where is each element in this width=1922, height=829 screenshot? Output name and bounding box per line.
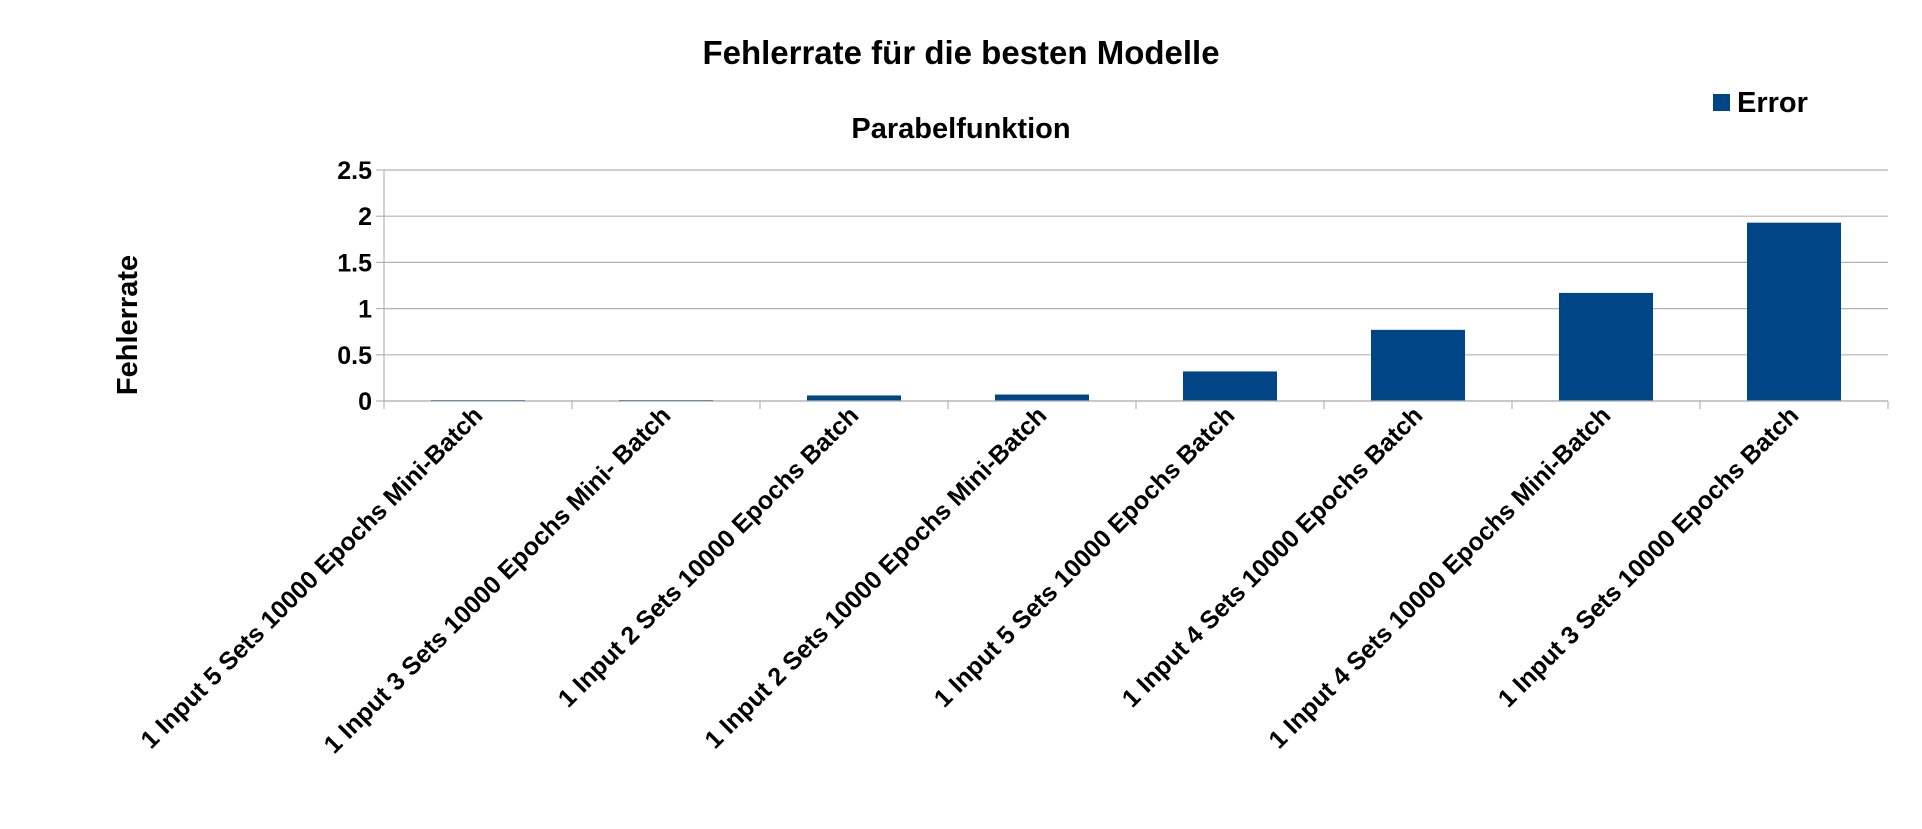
bar (1183, 371, 1277, 401)
bars (431, 222, 1841, 401)
y-axis-label: Fehlerrate (112, 255, 144, 395)
legend: Error (1713, 87, 1808, 119)
x-tick-label: 1 Input 4 Sets 10000 Epochs Mini-Batch (1263, 401, 1616, 754)
axes (383, 170, 1889, 409)
y-tick-labels: 0 0.5 1 1.5 2 2.5 (337, 157, 372, 416)
x-tick-label: 1 Input 2 Sets 10000 Epochs Mini-Batch (699, 401, 1052, 754)
y-tick-label: 1 (358, 296, 372, 324)
bar (1559, 292, 1653, 401)
x-tick-labels: 1 Input 5 Sets 10000 Epochs Mini-Batch1 … (135, 401, 1804, 759)
chart-subtitle: Parabelfunktion (851, 113, 1070, 145)
x-tick-label: 1 Input 5 Sets 10000 Epochs Batch (929, 401, 1241, 713)
y-tick-label: 0 (358, 388, 372, 416)
y-tick-label: 1.5 (337, 249, 372, 277)
gridlines (376, 169, 1888, 402)
y-tick-label: 0.5 (337, 342, 372, 370)
x-tick-label: 1 Input 3 Sets 10000 Epochs Mini- Batch (319, 401, 677, 759)
chart-title: Fehlerrate für die besten Modelle (702, 34, 1219, 71)
bar (1747, 222, 1841, 401)
legend-label: Error (1737, 87, 1808, 119)
x-tick-label: 1 Input 5 Sets 10000 Epochs Mini-Batch (135, 401, 488, 754)
legend-swatch (1713, 94, 1730, 111)
y-tick-label: 2 (358, 203, 372, 231)
y-tick-label: 2.5 (337, 157, 372, 185)
x-tick-label: 1 Input 3 Sets 10000 Epochs Batch (1493, 401, 1805, 713)
bar (807, 395, 901, 401)
x-tick-label: 1 Input 4 Sets 10000 Epochs Batch (1117, 401, 1429, 713)
bar (995, 394, 1089, 401)
x-tick-label: 1 Input 2 Sets 10000 Epochs Batch (553, 401, 865, 713)
bar (1371, 329, 1465, 401)
